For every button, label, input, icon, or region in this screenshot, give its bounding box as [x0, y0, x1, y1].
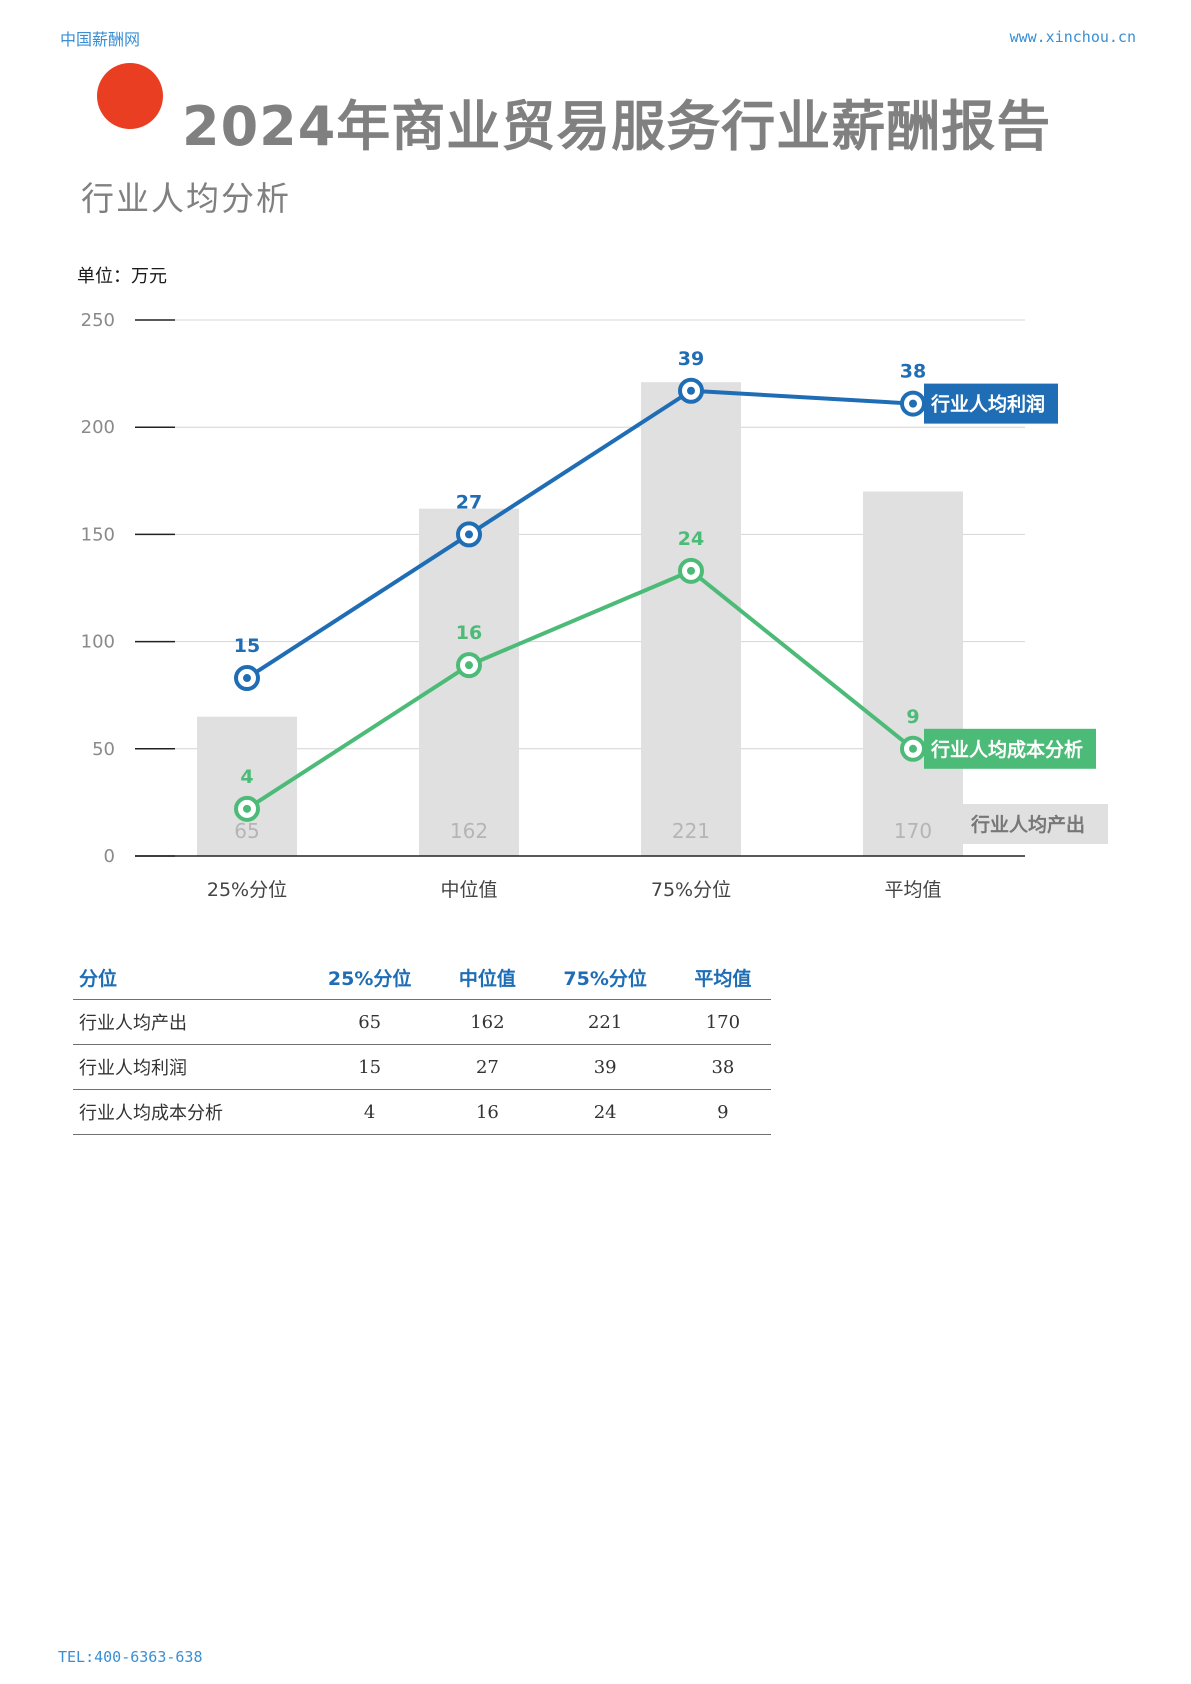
table-cell: 65	[300, 999, 440, 1045]
bar-value-label: 170	[894, 819, 932, 843]
data-point-center	[687, 566, 695, 575]
footer-tel: TEL:400-6363-638	[58, 1648, 203, 1666]
data-label: 39	[678, 348, 704, 370]
table-cell: 9	[674, 1089, 771, 1135]
accent-dot-icon	[97, 63, 163, 129]
table-row: 行业人均产出 65 162 221 170	[73, 999, 771, 1045]
x-tick-label: 中位值	[440, 879, 497, 901]
bar-value-label: 162	[450, 819, 488, 843]
data-point-center	[243, 804, 251, 813]
page-title: 2024年商业贸易服务行业薪酬报告	[182, 95, 1052, 158]
bar	[863, 491, 963, 856]
data-point-center	[909, 399, 917, 408]
data-label: 24	[678, 528, 704, 550]
legend-label-output: 行业人均产出	[970, 813, 1085, 836]
unit-label: 单位：万元	[77, 266, 167, 287]
data-point-center	[465, 530, 473, 539]
legend-box-output	[948, 804, 1108, 844]
site-url[interactable]: www.xinchou.cn	[1009, 28, 1136, 46]
table-cell: 4	[300, 1089, 440, 1135]
data-table: 分位 25%分位 中位值 75%分位 平均值 行业人均产出 65 162 221…	[73, 955, 771, 1135]
y-tick-label: 0	[104, 846, 115, 867]
data-label: 15	[234, 635, 260, 657]
table-cell: 38	[674, 1044, 771, 1090]
table-header-cell: 中位值	[439, 955, 536, 1000]
series-line	[245, 568, 915, 811]
y-tick-label: 100	[81, 632, 115, 653]
data-point-center	[243, 674, 251, 683]
data-label: 16	[456, 622, 482, 644]
table-header-cell: 平均值	[674, 955, 771, 1000]
table-header-row: 分位 25%分位 中位值 75%分位 平均值	[73, 955, 771, 1000]
table-cell: 15	[300, 1044, 440, 1090]
table-row: 行业人均利润 15 27 39 38	[73, 1044, 771, 1090]
bar-value-label: 65	[234, 819, 259, 843]
y-tick-label: 150	[81, 524, 115, 545]
table-header-cell: 分位	[73, 955, 300, 1000]
y-tick-label: 200	[81, 417, 115, 438]
data-point-center	[687, 386, 695, 395]
table-cell: 27	[439, 1044, 536, 1090]
y-tick-label: 50	[92, 739, 115, 760]
series-legend-label: 行业人均利润	[930, 393, 1045, 416]
data-point-center	[909, 744, 917, 753]
data-point-center	[465, 661, 473, 670]
bar	[641, 382, 741, 856]
table-row: 行业人均成本分析 4 16 24 9	[73, 1089, 771, 1135]
x-tick-label: 75%分位	[651, 879, 731, 901]
table-header-cell: 75%分位	[535, 955, 675, 1000]
series-legend-tag	[924, 728, 1096, 769]
table-cell: 39	[535, 1044, 675, 1090]
table-cell: 170	[674, 999, 771, 1045]
table-row-label: 行业人均利润	[73, 1044, 300, 1090]
data-label: 4	[240, 766, 253, 788]
table-row-label: 行业人均成本分析	[73, 1089, 300, 1135]
data-label: 9	[906, 706, 919, 728]
x-tick-label: 25%分位	[207, 879, 287, 901]
table-cell: 162	[439, 999, 536, 1045]
series-line	[245, 388, 914, 680]
bar-value-label: 221	[672, 819, 710, 843]
series-legend-tag	[924, 383, 1058, 424]
data-label: 38	[900, 361, 926, 383]
x-tick-label: 平均值	[884, 879, 941, 901]
combo-chart: 0 50 100 150 200 250 65 162 221 170 25%分位 中位值 75%分位 平…	[81, 310, 1108, 901]
table-cell: 221	[535, 999, 675, 1045]
site-name: 中国薪酬网	[60, 30, 141, 49]
bar	[419, 508, 519, 856]
section-title: 行业人均分析	[81, 179, 291, 218]
data-label: 27	[456, 491, 482, 513]
series-legend-label: 行业人均成本分析	[930, 738, 1083, 761]
table-row-label: 行业人均产出	[73, 999, 300, 1045]
table-header-cell: 25%分位	[300, 955, 440, 1000]
table-cell: 24	[535, 1089, 675, 1135]
y-tick-label: 250	[81, 310, 115, 331]
table-cell: 16	[439, 1089, 536, 1135]
